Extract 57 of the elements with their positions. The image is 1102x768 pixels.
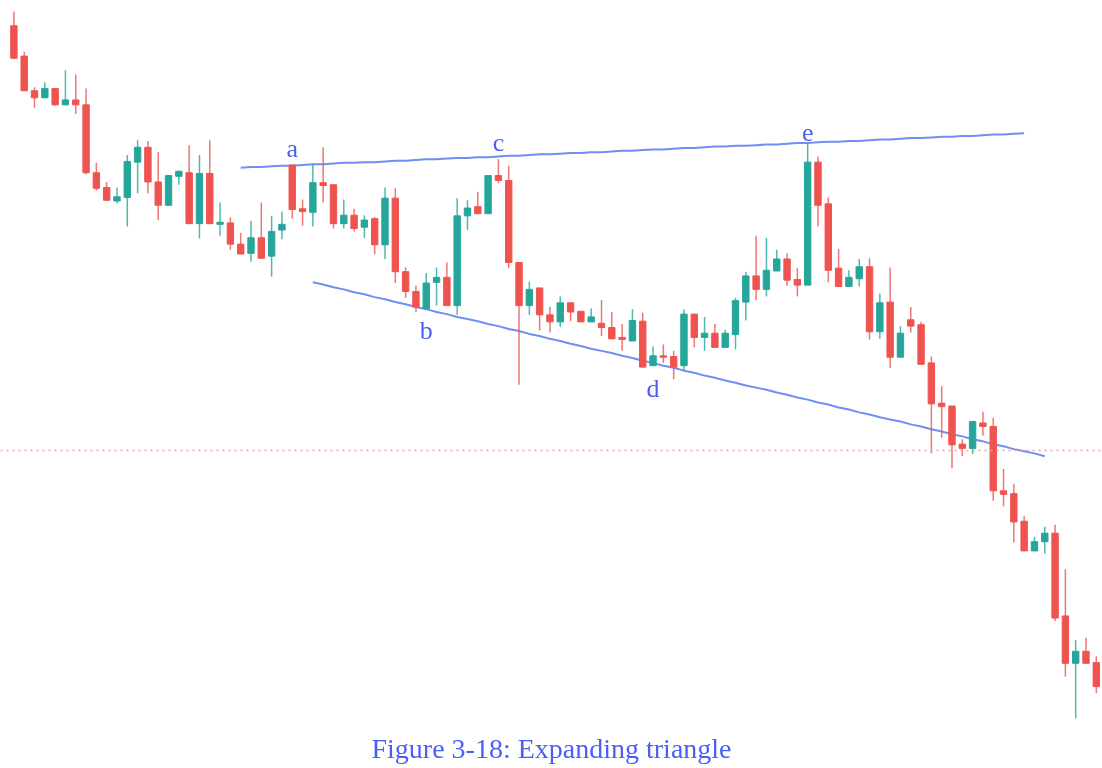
candlestick	[525, 280, 534, 316]
candlestick	[618, 323, 626, 352]
text: e	[801, 118, 814, 148]
candlestick	[700, 316, 709, 352]
text: Figure 3-18: Expanding triangle	[371, 732, 732, 764]
candlestick	[979, 410, 987, 437]
candlestick	[298, 198, 307, 227]
candlestick	[659, 343, 668, 364]
candlestick	[474, 191, 482, 215]
text: d	[646, 373, 660, 403]
candlestick	[412, 285, 420, 313]
candlestick	[690, 313, 698, 349]
candlestick	[855, 258, 863, 288]
candlestick	[566, 302, 575, 322]
candlestick	[92, 162, 101, 192]
candlestick	[546, 306, 554, 334]
candlestick	[154, 151, 162, 221]
candlestick	[999, 468, 1008, 508]
candlestick	[628, 308, 637, 342]
text: b	[419, 316, 433, 346]
candlestick	[649, 345, 657, 367]
candlestick	[669, 350, 678, 380]
candlestick	[1072, 639, 1080, 720]
candlestick	[556, 295, 564, 328]
candlestick	[432, 266, 441, 307]
text: c	[492, 128, 505, 158]
candlestick	[773, 249, 781, 272]
candlestick	[762, 237, 771, 298]
candlestick	[72, 73, 80, 115]
candlestick	[783, 252, 791, 287]
candlestick	[752, 234, 760, 301]
candlestick	[340, 198, 348, 230]
candlestick	[907, 306, 915, 334]
candlestick	[216, 201, 224, 237]
candlestick	[278, 210, 286, 240]
candlestick	[30, 86, 39, 109]
candlestick	[350, 208, 358, 233]
candlestick	[597, 299, 606, 337]
candlestick	[463, 199, 472, 231]
candlestick	[237, 232, 245, 255]
candlestick	[793, 267, 802, 298]
candlestick	[494, 158, 503, 185]
candlestick	[247, 220, 255, 263]
candlestick	[608, 311, 616, 340]
candlestick	[1082, 637, 1090, 665]
candlestick	[937, 385, 946, 439]
candlestick	[319, 146, 327, 204]
text: a	[286, 133, 299, 163]
candlestick	[711, 323, 719, 349]
candlestick	[61, 69, 70, 107]
candlestick	[1041, 526, 1049, 555]
candlestick	[133, 139, 142, 194]
candlestick	[257, 201, 266, 260]
candlestick	[834, 248, 843, 288]
candlestick	[401, 266, 410, 299]
candlestick	[360, 214, 369, 239]
candlestick	[226, 216, 235, 251]
